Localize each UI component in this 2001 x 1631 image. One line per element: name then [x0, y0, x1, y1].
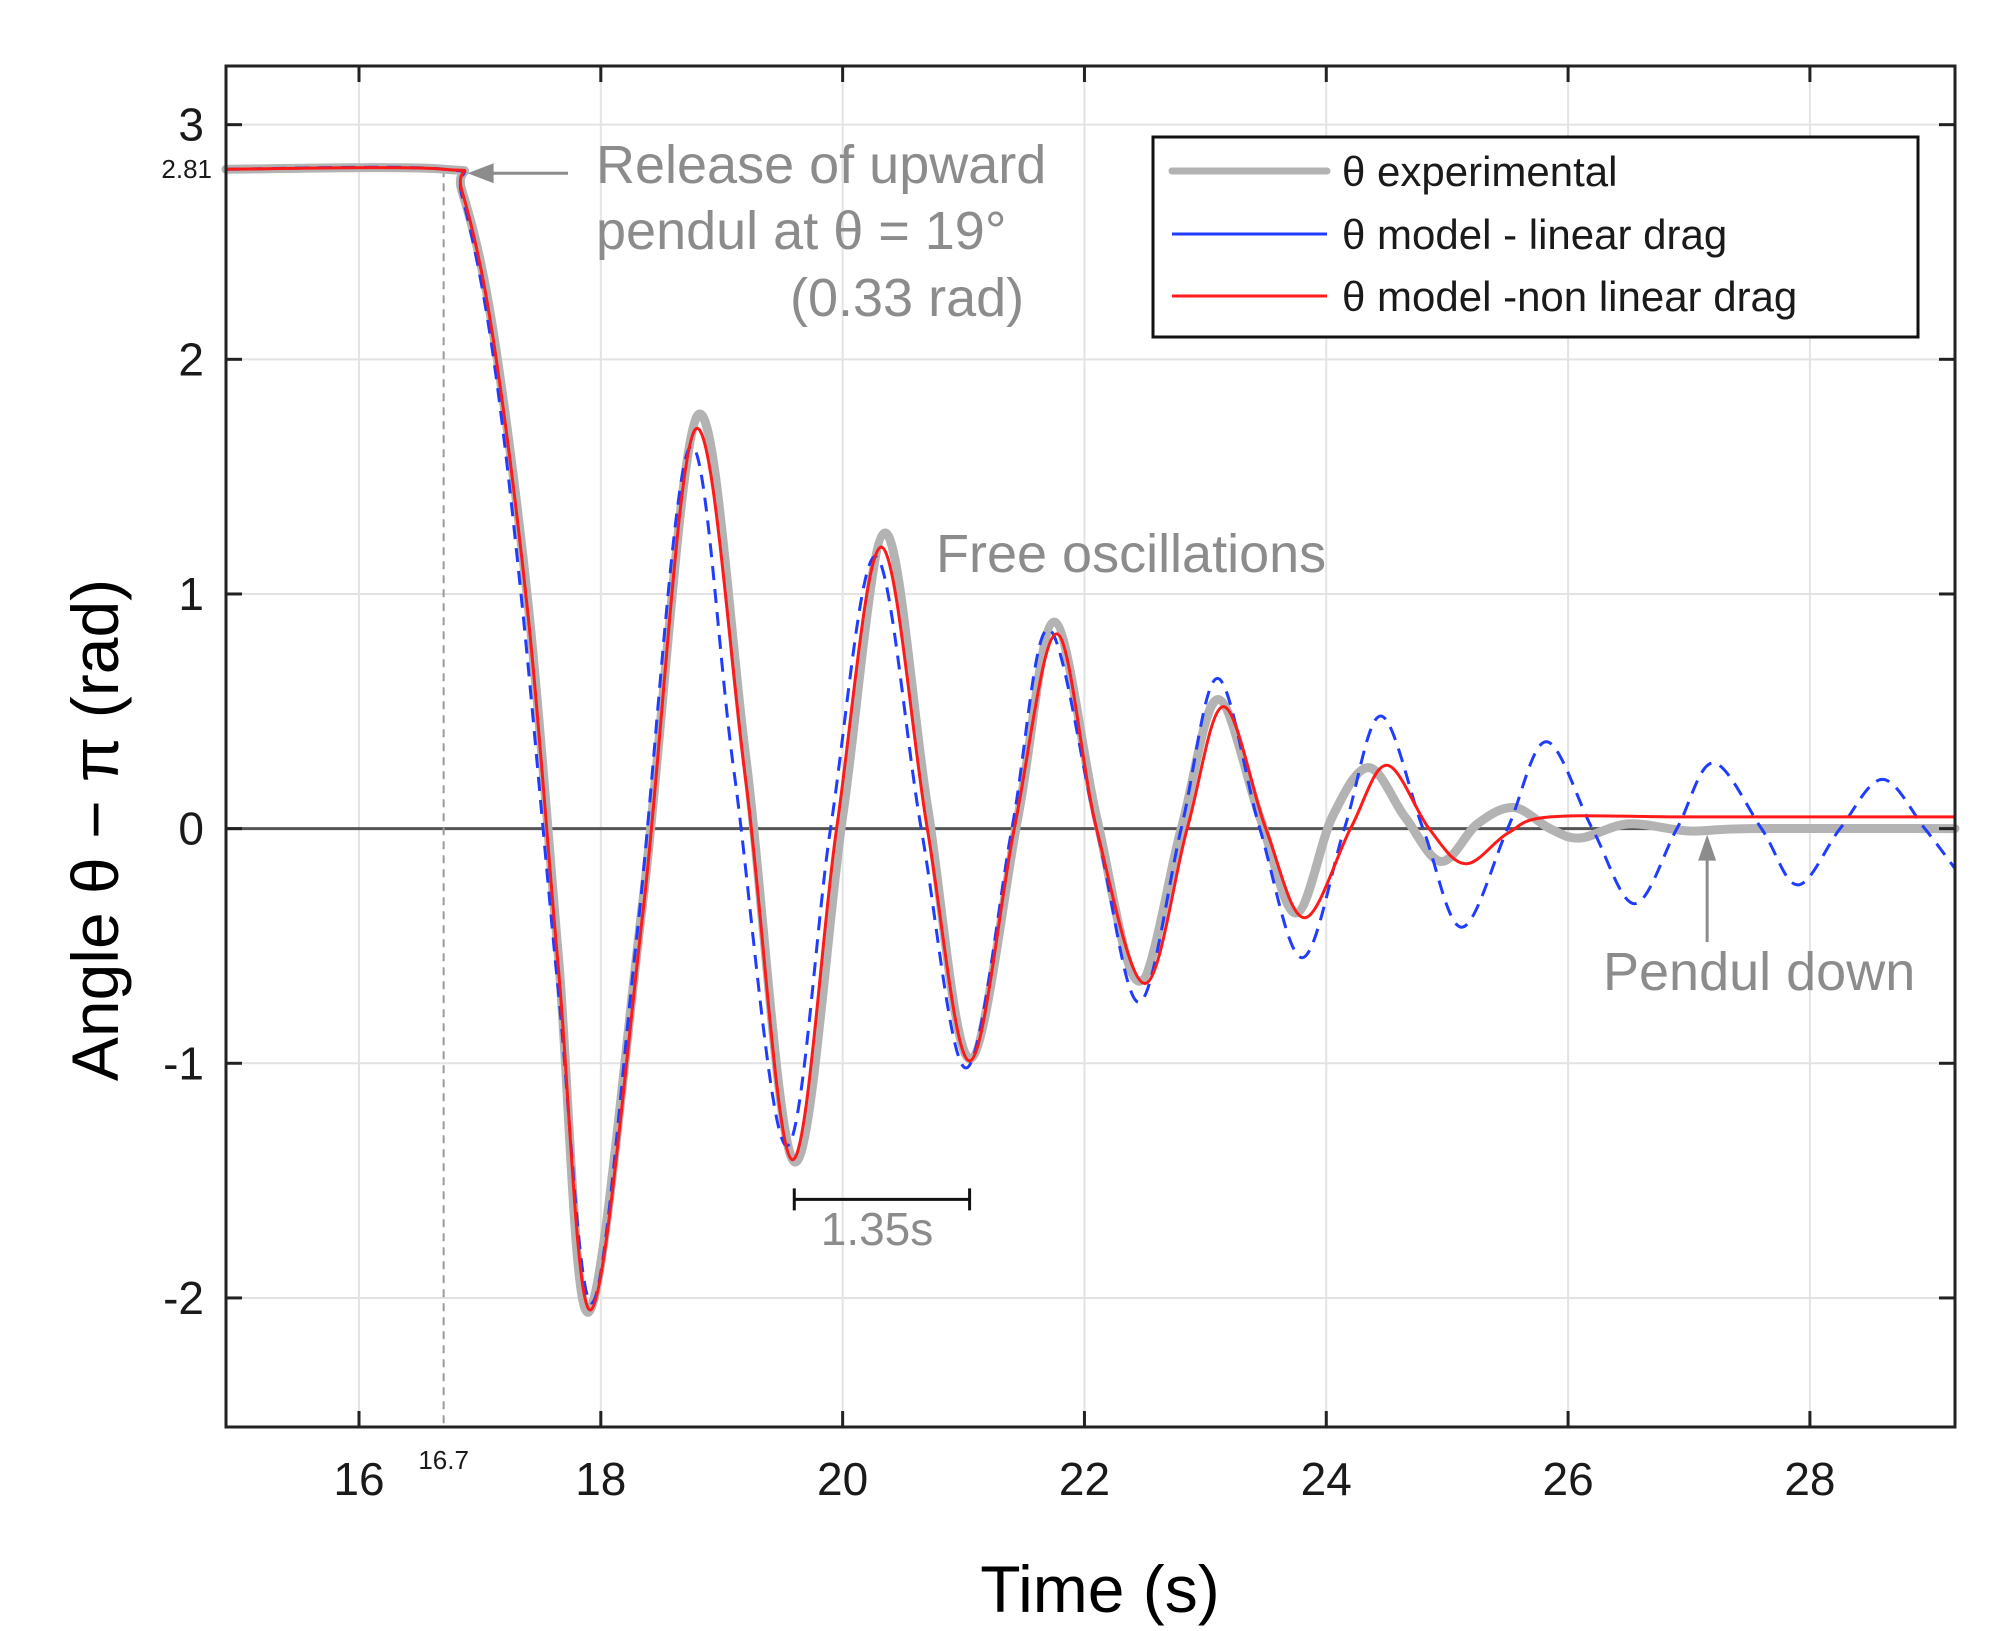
- x-tick-label: 20: [817, 1453, 868, 1505]
- y-extra-tick-label: 2.81: [161, 154, 212, 184]
- release-arrow-head: [467, 163, 494, 184]
- series-group: [221, 163, 1960, 1317]
- plot-frame: [224, 64, 1957, 1429]
- period-label: 1.35s: [821, 1203, 934, 1255]
- x-tick-label: 18: [575, 1453, 626, 1505]
- x-tick-label: 26: [1543, 1453, 1594, 1505]
- y-tick-label: 2: [178, 333, 204, 385]
- y-tick-label: -2: [163, 1272, 204, 1324]
- ticks: 16 18 20 22 24 26 28 -2 -1 0 1 2 3 16.7 2.81: [161, 66, 1955, 1505]
- x-tick-label: 24: [1301, 1453, 1352, 1505]
- free-oscillations-label: Free oscillations: [936, 524, 1326, 584]
- legend: θ experimental θ model - linear drag θ m…: [1151, 135, 1920, 339]
- y-tick-label: 1: [178, 568, 204, 620]
- series-linear-drag: [225, 165, 1957, 1305]
- y-tick-label: 3: [178, 99, 204, 151]
- series-nonlinear-drag: [225, 166, 1955, 1312]
- legend-label-nonlinear-drag: θ model -non linear drag: [1342, 273, 1797, 320]
- y-tick-label: -1: [163, 1037, 204, 1089]
- x-tick-label: 16: [333, 1453, 384, 1505]
- release-annotation: Release of upward pendul at θ = 19° (0.3…: [467, 135, 1046, 328]
- x-tick-label: 22: [1059, 1453, 1110, 1505]
- x-axis-title: Time (s): [980, 1552, 1220, 1626]
- release-text-line1: Release of upward: [596, 135, 1046, 195]
- x-extra-tick-label: 16.7: [418, 1445, 469, 1475]
- period-marker: 1.35s: [792, 1188, 972, 1255]
- y-axis-title: Angle θ − π (rad): [58, 579, 132, 1081]
- release-text-line3: (0.33 rad): [790, 268, 1024, 328]
- release-text-line2: pendul at θ = 19°: [596, 201, 1006, 261]
- legend-label-experimental: θ experimental: [1342, 148, 1617, 195]
- pendul-down-annotation: Pendul down: [1603, 834, 1915, 1002]
- pendul-down-arrow-head: [1698, 834, 1717, 861]
- pendul-down-label: Pendul down: [1603, 942, 1915, 1002]
- x-tick-label: 28: [1784, 1453, 1835, 1505]
- legend-label-linear-drag: θ model - linear drag: [1342, 211, 1727, 258]
- y-tick-label: 0: [178, 803, 204, 855]
